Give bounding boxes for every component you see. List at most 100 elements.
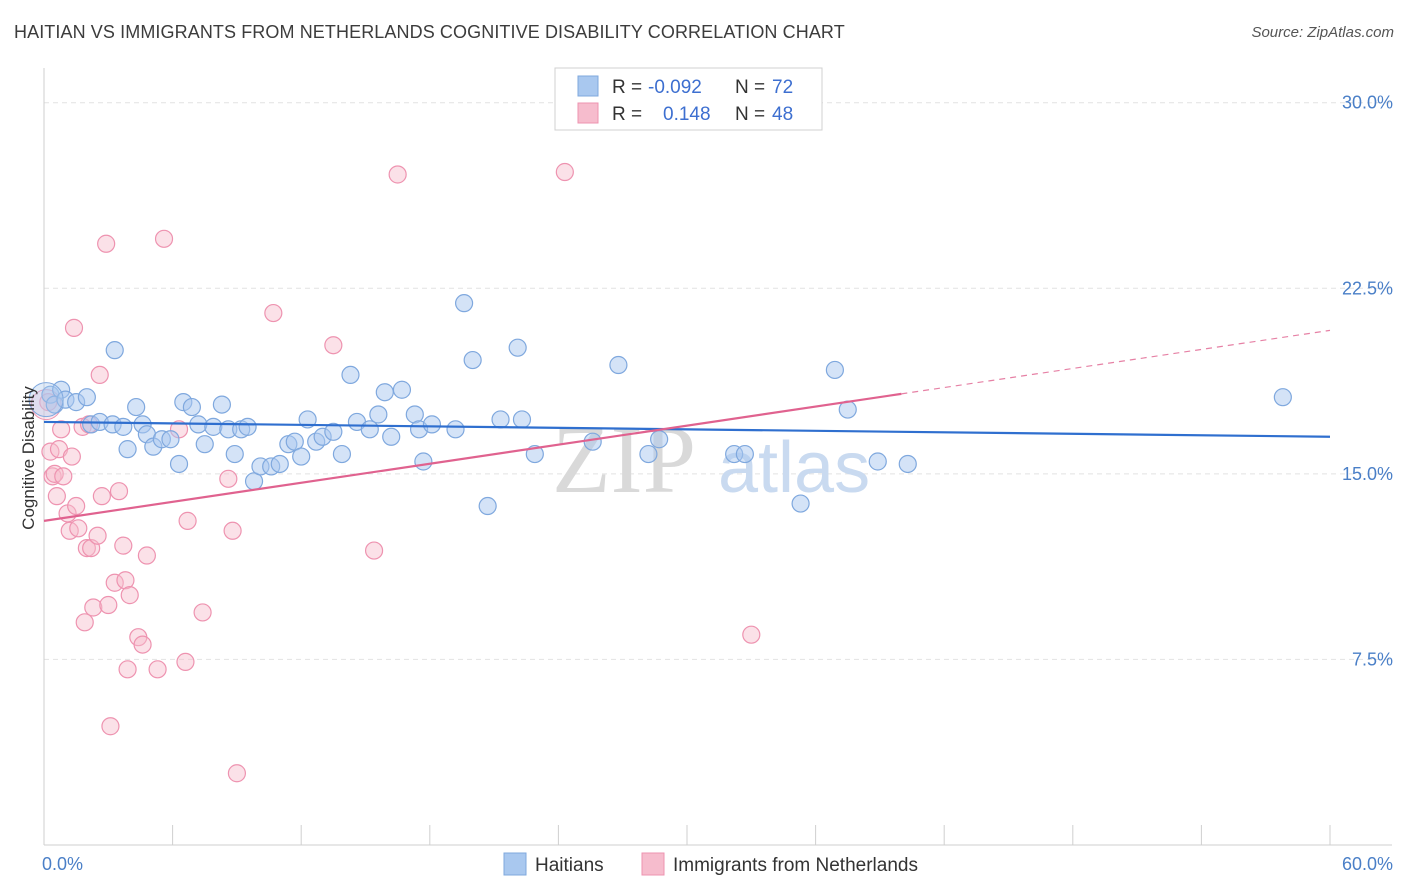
haitian-point-11 (118, 440, 137, 459)
netherlands-point-38 (176, 652, 195, 672)
haitian-point-41 (341, 365, 360, 385)
netherlands-point-21 (90, 365, 109, 385)
netherlands-point-36 (154, 229, 174, 248)
netherlands-point-24 (99, 595, 118, 615)
netherlands-point-41 (219, 469, 238, 488)
haitian-point-69 (868, 452, 887, 471)
haitian-point-9 (105, 341, 124, 360)
haitian-point-26 (225, 444, 244, 464)
netherlands-point-39 (178, 511, 197, 530)
netherlands-point-11 (64, 318, 84, 337)
netherlands-point-46 (364, 541, 384, 560)
netherlands-point-43 (227, 764, 246, 783)
netherlands-point-30 (118, 660, 137, 679)
haitian-point-65 (735, 444, 754, 464)
haitian-point-63 (650, 430, 669, 449)
haitian-point-40 (332, 444, 352, 464)
haitian-point-18 (169, 454, 189, 474)
netherlands-point-40 (193, 603, 212, 622)
netherlands-point-20 (88, 526, 107, 545)
legend-n-value-1: 72 (772, 77, 793, 98)
legend-r-value-2: 0.148 (663, 104, 711, 125)
netherlands-point-45 (324, 336, 343, 355)
netherlands-point-2 (43, 467, 62, 486)
bottom-legend-haitians: Haitians (535, 855, 604, 876)
haitian-point-28 (238, 417, 257, 436)
netherlands-point-16 (77, 538, 96, 558)
haitian-point-46 (382, 427, 401, 446)
netherlands-point-47 (388, 165, 407, 184)
netherlands-point-10 (62, 447, 81, 466)
bottom-legend-swatch-haitians (503, 852, 527, 876)
source-note: Source: ZipAtlas.com (1251, 24, 1394, 41)
trend-lines (43, 329, 1331, 522)
haitian-point-17 (161, 430, 180, 449)
haitian-point-10 (114, 417, 133, 436)
y-tick-label-0: 7.5% (1352, 649, 1393, 669)
netherlands-point-49 (742, 625, 761, 644)
x-tick-label-0: 0.0% (42, 854, 83, 874)
legend-swatch-netherlands (577, 102, 599, 124)
haitian-point-66 (791, 494, 810, 513)
haitian-point-60 (583, 432, 602, 451)
netherlands-point-44 (264, 303, 283, 323)
netherlands-point-15 (75, 613, 94, 632)
bottom-legend-swatch-netherlands (641, 852, 665, 876)
y-tick-label-2: 22.5% (1342, 278, 1393, 298)
haitian-point-58 (512, 410, 532, 429)
haitian-point-57 (508, 338, 527, 357)
haitian-point-large (28, 382, 64, 418)
series-legend: Haitians Immigrants from Netherlands (503, 852, 918, 876)
haitian-point-54 (463, 350, 482, 370)
haitian-point-52 (446, 420, 465, 439)
legend-box (554, 67, 823, 131)
netherlands-point-12 (67, 496, 86, 516)
haitian-point-5 (77, 388, 96, 407)
x-tick-label-1: 60.0% (1342, 854, 1393, 874)
netherlands-point-26 (105, 573, 124, 592)
netherlands-point-42 (223, 521, 242, 540)
netherlands-point-7 (54, 467, 73, 486)
haitian-point-61 (609, 355, 628, 375)
haitian-point-62 (639, 444, 658, 464)
haitian-point-39 (324, 422, 343, 441)
netherlands-point-29 (116, 571, 135, 590)
tick-labels: 7.5% 15.0% 22.5% 30.0% 0.0% 60.0% (42, 93, 1393, 874)
haitian-point-35 (292, 447, 311, 466)
watermark: ZIP atlas (552, 406, 870, 513)
haitian-points (28, 294, 1292, 516)
netherlands-point-6 (52, 420, 71, 439)
stats-legend: R = -0.092 N = 72 R = 0.148 N = 48 (554, 67, 823, 131)
haitian-point-51 (422, 415, 442, 434)
haitian-point-45 (375, 383, 394, 402)
netherlands-point-28 (114, 536, 133, 555)
bottom-legend-netherlands: Immigrants from Netherlands (673, 855, 918, 876)
haitian-point-32 (270, 454, 289, 474)
legend-n-label-2: N = (735, 104, 765, 125)
haitian-point-56 (491, 410, 510, 429)
haitian-point-44 (369, 405, 388, 424)
y-axis-label: Cognitive Disability (19, 386, 38, 530)
haitian-point-23 (204, 417, 223, 436)
chart-title: HAITIAN VS IMMIGRANTS FROM NETHERLANDS C… (14, 22, 845, 42)
y-tick-label-1: 15.0% (1342, 464, 1393, 484)
haitian-point-71 (1273, 388, 1292, 407)
netherlands-point-25 (101, 717, 120, 736)
netherlands-point-22 (92, 487, 111, 506)
watermark-zip: ZIP (552, 406, 696, 513)
haitian-point-47 (392, 380, 412, 399)
haitian-point-36 (298, 410, 317, 429)
legend-r-label-1: R = (612, 77, 642, 98)
legend-r-label-2: R = (612, 104, 642, 125)
netherlands-point-13 (69, 519, 88, 538)
haitian-point-55 (478, 496, 497, 516)
legend-n-label-1: N = (735, 77, 765, 98)
y-tick-label-3: 30.0% (1342, 93, 1393, 113)
netherlands-point-19 (84, 598, 103, 617)
gridlines (44, 102, 1392, 660)
haitian-point-24 (212, 395, 231, 414)
haitian-point-22 (195, 435, 214, 454)
haitian-point-53 (454, 294, 474, 313)
netherlands-point-27 (109, 482, 129, 501)
